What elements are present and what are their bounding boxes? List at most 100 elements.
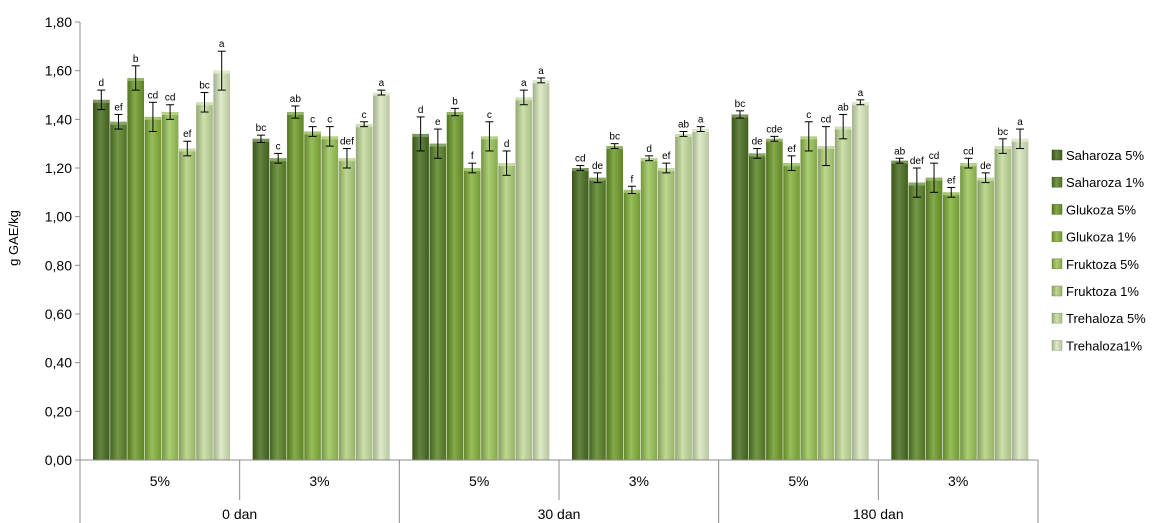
legend-swatch [1051, 312, 1063, 324]
bar [623, 189, 641, 460]
bar [532, 80, 550, 461]
bar [817, 146, 835, 460]
bar [800, 136, 818, 460]
significance-label: de [752, 137, 764, 148]
bar [925, 177, 943, 460]
bar [110, 121, 127, 461]
bar [179, 148, 196, 461]
significance-label: a [698, 115, 704, 126]
x-axis-labels: 5% 3% 0 dan 5% 3% 30 dan 5% 3% 180 dan [79, 460, 1039, 523]
significance-label: c [362, 110, 367, 121]
bar [640, 158, 658, 460]
bar [161, 112, 179, 461]
legend-swatch [1051, 176, 1063, 188]
bar [572, 168, 589, 460]
legend-label: Glukoza 1% [1066, 230, 1137, 245]
significance-label: cde [766, 124, 783, 135]
bar [515, 97, 533, 460]
legend-label: Saharoza 1% [1066, 175, 1144, 190]
significance-label: cd [575, 154, 586, 165]
bar [213, 70, 230, 461]
bar [252, 138, 270, 461]
bar [748, 153, 766, 460]
bar [942, 192, 960, 461]
y-tick-label: 0,00 [45, 452, 72, 468]
bar [93, 99, 110, 460]
x-subcategory-label: 5% [788, 473, 808, 489]
bar [589, 177, 606, 460]
legend-swatch [1051, 258, 1063, 270]
significance-label: b [133, 54, 139, 65]
significance-label: bc [199, 81, 210, 92]
x-subcategory-label: 5% [150, 473, 170, 489]
significance-label: def [340, 137, 354, 148]
significance-label: a [219, 39, 225, 50]
bar [321, 136, 339, 460]
significance-label: ab [894, 146, 906, 157]
y-tick-label: 1,80 [45, 14, 72, 30]
bar [766, 138, 783, 461]
y-tick-label: 0,20 [45, 403, 72, 419]
bar [658, 168, 675, 460]
significance-label: c [806, 110, 811, 121]
significance-label: ab [838, 102, 850, 113]
significance-label: d [418, 105, 424, 116]
significance-label: a [379, 78, 385, 89]
y-tick-label: 0,60 [45, 306, 72, 322]
significance-label: b [452, 96, 458, 107]
significance-label: cd [148, 90, 159, 101]
bar [783, 163, 800, 460]
bar [144, 116, 162, 461]
bar [269, 158, 287, 460]
bar [446, 112, 464, 461]
legend-swatch [1051, 149, 1063, 161]
legend-swatch [1051, 340, 1063, 351]
x-subcategory-label: 5% [469, 473, 489, 489]
significance-label: ef [947, 175, 956, 186]
x-subcategory-label: 3% [629, 473, 649, 489]
bar [338, 158, 356, 460]
bar [287, 112, 304, 461]
bar [373, 92, 390, 461]
y-axis: 0,00 0,20 0,40 0,60 0,80 1,00 1,20 1,40 1,60 1,80 [45, 14, 80, 468]
significance-label: ef [114, 102, 123, 113]
y-tick-label: 1,20 [45, 160, 72, 176]
legend-label: Trehaloza 5% [1066, 311, 1146, 326]
bar [498, 163, 515, 460]
significance-label: c [487, 110, 492, 121]
significance-label: bc [609, 132, 620, 143]
x-group-label: 30 dan [538, 506, 581, 522]
bar [355, 124, 373, 460]
bar [196, 102, 213, 461]
y-axis-title: g GAE/kg [6, 210, 21, 266]
bar [463, 168, 481, 460]
bar [304, 131, 321, 460]
y-tick-label: 1,00 [45, 209, 72, 225]
significance-label: a [538, 66, 544, 77]
bar [834, 126, 852, 460]
legend-label: Fruktoza 5% [1066, 257, 1139, 272]
legend-swatch [1051, 231, 1063, 242]
bar [127, 77, 144, 460]
x-group-label: 180 dan [853, 506, 904, 522]
significance-label: ef [183, 129, 192, 140]
legend-label: Glukoza 5% [1066, 202, 1137, 217]
significance-label: bc [735, 99, 746, 110]
bar [675, 133, 692, 460]
significance-label: d [99, 78, 105, 89]
x-subcategory-label: 3% [309, 473, 329, 489]
legend-swatch [1051, 285, 1063, 297]
significance-label: cd [929, 151, 940, 162]
significance-label: def [910, 156, 924, 167]
bar [606, 146, 623, 460]
legend-label: Fruktoza 1% [1066, 284, 1139, 299]
x-subcategory-label: 3% [948, 473, 968, 489]
significance-label: ef [787, 144, 796, 155]
significance-label: d [504, 139, 510, 150]
significance-label: c [310, 115, 315, 126]
bar [891, 160, 908, 460]
significance-label: e [435, 117, 441, 128]
significance-label: f [471, 151, 474, 162]
bar [412, 133, 429, 460]
